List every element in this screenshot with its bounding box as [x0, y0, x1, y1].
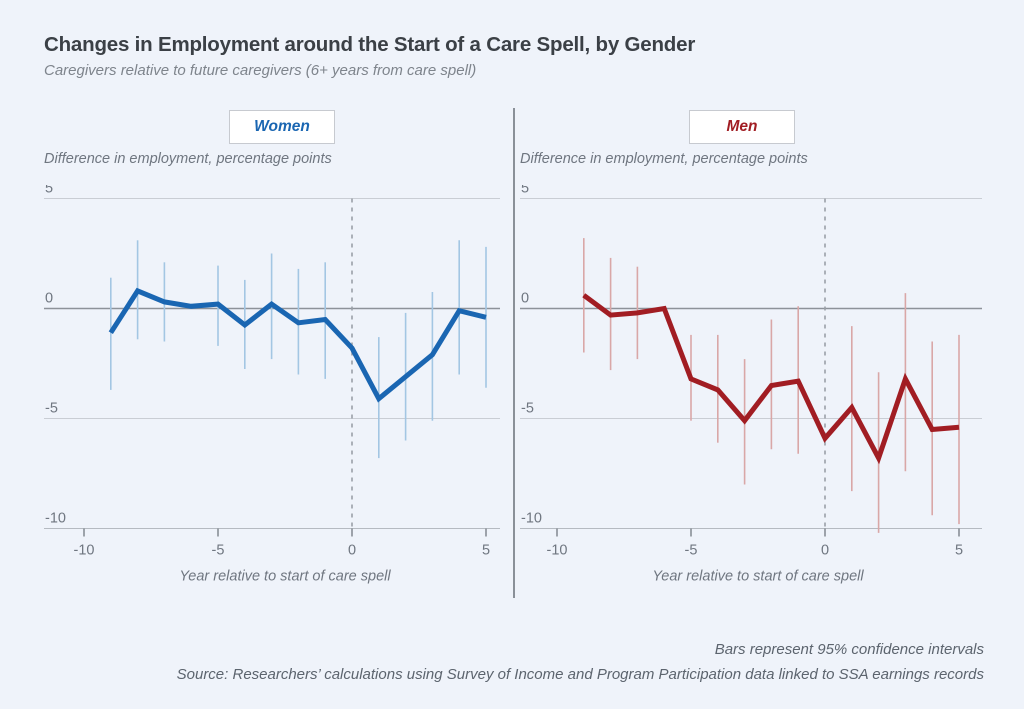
svg-text:-10: -10 — [74, 543, 95, 559]
svg-text:-10: -10 — [521, 511, 542, 527]
svg-text:5: 5 — [482, 543, 490, 559]
women-legend-label: Women — [254, 118, 310, 135]
svg-text:-5: -5 — [212, 543, 225, 559]
svg-text:-10: -10 — [547, 543, 568, 559]
footnotes: Bars represent 95% confidence intervals … — [44, 637, 984, 687]
svg-text:0: 0 — [821, 543, 829, 559]
men-y-axis-title: Difference in employment, percentage poi… — [520, 151, 808, 167]
ci-footnote: Bars represent 95% confidence intervals — [714, 641, 984, 658]
men-legend-label: Men — [726, 118, 758, 135]
svg-text:5: 5 — [521, 185, 529, 197]
svg-text:0: 0 — [45, 291, 53, 307]
men-legend-button[interactable]: Men — [689, 110, 795, 144]
svg-text:Year relative to start of care: Year relative to start of care spell — [179, 569, 391, 585]
chart-subtitle: Caregivers relative to future caregivers… — [44, 62, 477, 79]
women-legend-button[interactable]: Women — [229, 110, 335, 144]
svg-text:0: 0 — [521, 291, 529, 307]
source-footnote: Source: Researchers’ calculations using … — [176, 666, 984, 683]
women-y-axis-title: Difference in employment, percentage poi… — [44, 151, 332, 167]
panel-divider — [513, 108, 515, 598]
svg-text:-5: -5 — [45, 401, 58, 417]
svg-text:-10: -10 — [45, 511, 66, 527]
women-line-chart: 5 0 -5 -10 -10 -5 0 5 Year relative to start of … — [44, 185, 500, 585]
svg-text:0: 0 — [348, 543, 356, 559]
chart-title: Changes in Employment around the Start o… — [44, 33, 696, 56]
svg-text:5: 5 — [45, 185, 53, 197]
svg-text:Year relative to start of care: Year relative to start of care spell — [652, 569, 864, 585]
men-line-chart: 5 0 -5 -10 -10 -5 0 5 Year relative to start of … — [520, 185, 982, 585]
svg-text:-5: -5 — [685, 543, 698, 559]
svg-text:-5: -5 — [521, 401, 534, 417]
svg-text:5: 5 — [955, 543, 963, 559]
